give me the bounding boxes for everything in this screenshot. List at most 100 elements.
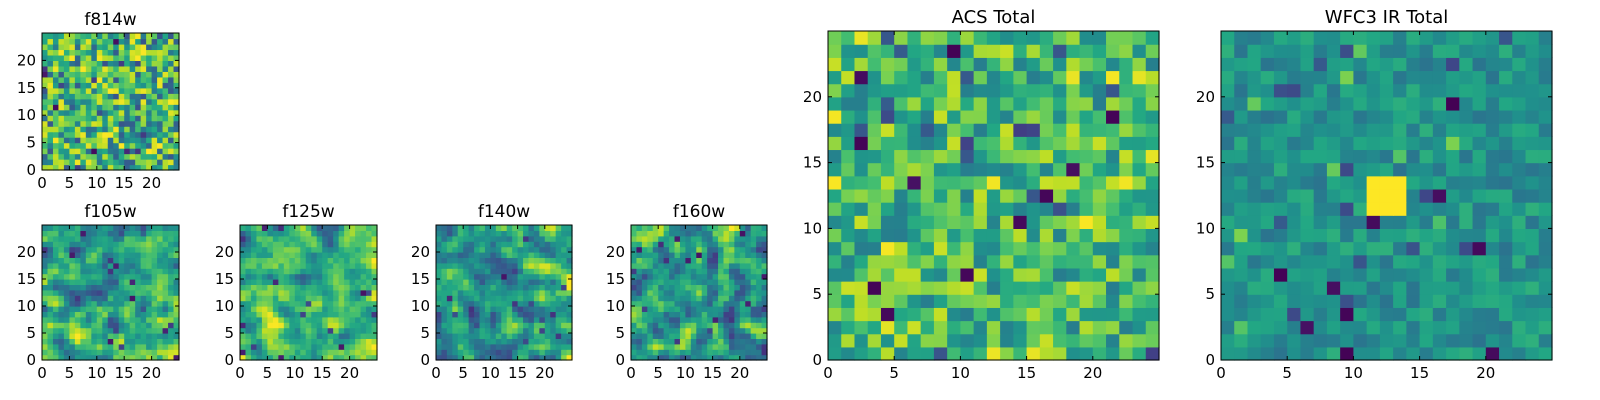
heatmap-cell [135,87,142,94]
heatmap-cell [135,300,142,307]
heatmap-cell [1260,57,1275,72]
heatmap-cell [102,343,109,350]
heatmap-cell [880,228,895,243]
heatmap-cell [1106,281,1120,295]
heatmap-cell [52,252,60,258]
heatmap-cell [267,300,274,307]
heatmap-cell [151,316,158,323]
heatmap-cell [1499,162,1513,177]
heatmap-cell [490,338,497,345]
heatmap-cell [484,338,491,345]
heatmap-cell [52,225,60,231]
heatmap-cell [734,306,741,312]
heatmap-cell [679,257,686,264]
heatmap-cell [1446,241,1460,256]
heatmap-cell [96,131,103,138]
heatmap-cell [124,82,131,89]
heatmap-cell [647,268,654,275]
heatmap-cell [1538,228,1553,243]
heatmap-cell [452,235,459,242]
heatmap-cell [701,322,708,329]
heatmap-cell [1000,96,1014,111]
heatmap-cell [1119,149,1134,164]
heatmap-cell [272,289,279,296]
heatmap-cell [300,284,307,291]
heatmap-cell [1273,346,1288,361]
heatmap-cell [294,338,301,345]
heatmap-cell [501,268,508,275]
heatmap-cell [1119,254,1134,269]
heatmap-cell [734,279,741,285]
heatmap-cell [58,230,65,237]
heatmap-cell [696,252,703,258]
heatmap-cell [47,306,54,312]
heatmap-cell [96,289,103,296]
heatmap-cell [1419,267,1434,282]
heatmap-cell [102,71,109,78]
heatmap-cell [1119,96,1134,111]
heatmap-cell [647,284,654,291]
heatmap-cell [124,235,131,242]
heatmap-cell [129,343,136,350]
heatmap-cell [102,164,109,171]
heatmap-cell [761,295,768,302]
heatmap-cell [1026,294,1041,308]
heatmap-cell [1145,123,1160,137]
heatmap-cell [74,327,81,334]
heatmap-cell [1485,241,1500,256]
heatmap-cell [960,267,975,282]
heatmap-cell [63,241,70,248]
heatmap-cell [146,54,153,61]
heatmap-cell [1499,294,1513,308]
heatmap-cell [723,225,730,231]
heatmap-cell [1066,109,1081,124]
heatmap-cell [63,338,70,345]
heatmap-cell [1525,215,1540,229]
heatmap-cell [344,333,351,339]
heatmap-cell [42,137,49,144]
heatmap-cell [316,225,323,231]
heatmap-cell [841,136,856,151]
heatmap-cell [658,316,665,323]
heatmap-cell [1053,202,1067,216]
heatmap-cell [102,338,109,345]
heatmap-cell [1340,70,1354,85]
heatmap-cell [107,268,114,275]
heatmap-cell [85,142,92,149]
heatmap-cell [124,159,131,166]
heatmap-cell [544,354,551,361]
heatmap-cell [366,284,373,291]
heatmap-cell [745,252,752,258]
heatmap-cell [58,71,65,78]
heatmap-cell [349,349,356,356]
heatmap-cell [1039,96,1054,111]
heatmap-cell [245,252,252,258]
heatmap-cell [1273,175,1288,190]
heatmap-cell [986,44,1001,58]
heatmap-cell [135,322,142,329]
heatmap-cell [91,230,98,237]
heatmap-cell [102,225,109,231]
heatmap-cell [679,235,686,242]
heatmap-cell [512,235,519,242]
heatmap-cell [300,268,307,275]
heatmap-cell [647,262,654,269]
heatmap-cell [63,131,70,138]
heatmap-cell [647,349,654,356]
heatmap-cell [1119,31,1134,45]
heatmap-cell [355,354,362,361]
heatmap-cell [124,164,131,171]
heatmap-cell [739,230,746,237]
heatmap-cell [355,268,362,275]
heatmap-cell [539,316,546,323]
heatmap-cell [333,354,340,361]
heatmap-cell [986,254,1001,269]
heatmap-cell [118,49,125,56]
heatmap-cell [250,246,258,253]
heatmap-cell [366,295,373,302]
heatmap-cell [441,295,448,302]
heatmap-cell [69,65,76,72]
heatmap-cell [1538,188,1553,203]
heatmap-cell [124,273,131,280]
heatmap-cell [250,306,258,312]
